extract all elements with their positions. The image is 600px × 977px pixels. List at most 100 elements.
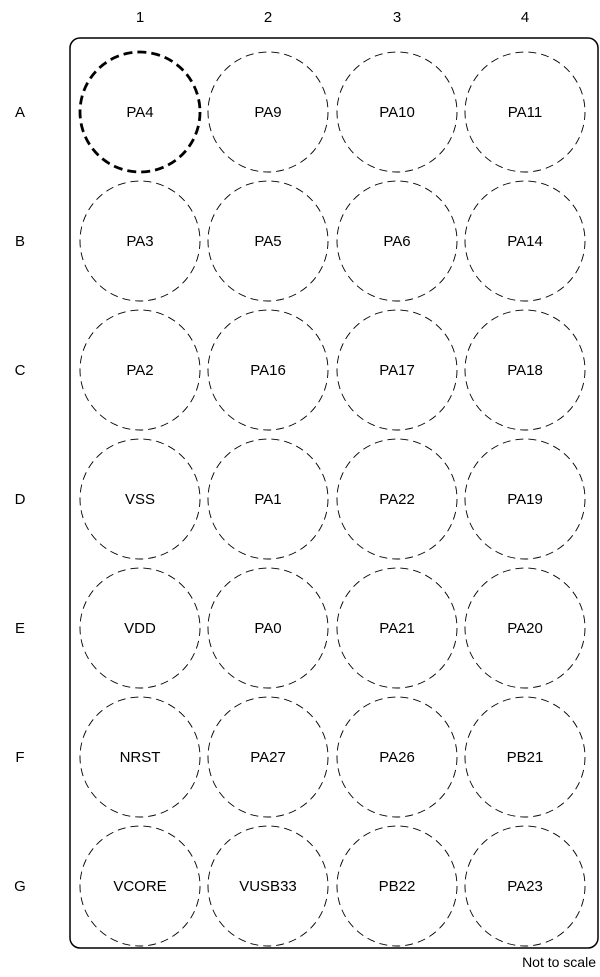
pad-name: PA14 — [507, 233, 543, 250]
ball-a2: PA9 — [207, 51, 329, 173]
pad-name: PA2 — [126, 362, 153, 379]
pad-name: NRST — [120, 749, 161, 766]
ball-outline — [79, 696, 201, 818]
pad-name: PA21 — [379, 620, 415, 637]
pad-name: VCORE — [113, 878, 166, 895]
pad-name: PA20 — [507, 620, 543, 637]
ball-outline — [207, 309, 329, 431]
ball-outline — [336, 51, 458, 173]
pad-name: PA18 — [507, 362, 543, 379]
ball-e1: VDD — [79, 567, 201, 689]
row-label-a: A — [15, 104, 25, 121]
ball-g3: PB22 — [336, 825, 458, 947]
ball-outline — [336, 180, 458, 302]
pad-name: PB22 — [379, 878, 416, 895]
ball-outline — [79, 825, 201, 947]
pad-name: VDD — [124, 620, 156, 637]
ball-a3: PA10 — [336, 51, 458, 173]
pad-name: PA3 — [126, 233, 153, 250]
ball-outline — [79, 438, 201, 560]
ball-f1: NRST — [79, 696, 201, 818]
ball-d4: PA19 — [464, 438, 586, 560]
pad-name: PA26 — [379, 749, 415, 766]
ball-outline — [336, 696, 458, 818]
row-label-e: E — [15, 620, 25, 637]
ball-outline — [79, 180, 201, 302]
ball-f3: PA26 — [336, 696, 458, 818]
row-label-b: B — [15, 233, 25, 250]
ball-outline — [207, 825, 329, 947]
ball-a1: PA4 — [78, 50, 202, 174]
ball-outline — [464, 438, 586, 560]
pad-name: PA0 — [254, 620, 281, 637]
ball-outline — [336, 567, 458, 689]
ball-outline — [336, 438, 458, 560]
ball-b4: PA14 — [464, 180, 586, 302]
ball-outline — [464, 696, 586, 818]
pad-name: PA9 — [254, 104, 281, 121]
pad-name: PA4 — [126, 104, 153, 121]
ball-outline — [464, 180, 586, 302]
ball-b2: PA5 — [207, 180, 329, 302]
pad-name: PA1 — [254, 491, 281, 508]
ball-d2: PA1 — [207, 438, 329, 560]
ball-g2: VUSB33 — [207, 825, 329, 947]
ball-e3: PA21 — [336, 567, 458, 689]
pad-name: PA5 — [254, 233, 281, 250]
column-label-1: 1 — [136, 9, 144, 26]
ball-g4: PA23 — [464, 825, 586, 947]
pad-name: PA22 — [379, 491, 415, 508]
column-labels: 1 2 3 4 — [136, 9, 529, 26]
pad-grid: PA4 PA9 PA10 PA11 PA3 PA5 PA6 PA14 PA2 PA16 PA17 PA… — [78, 50, 586, 947]
ball-outline — [207, 180, 329, 302]
ball-outline — [79, 309, 201, 431]
pad-name: PB21 — [507, 749, 544, 766]
column-label-2: 2 — [264, 9, 272, 26]
ball-d1: VSS — [79, 438, 201, 560]
ball-b3: PA6 — [336, 180, 458, 302]
ball-outline — [207, 438, 329, 560]
ball-f2: PA27 — [207, 696, 329, 818]
pad-name: VUSB33 — [239, 878, 297, 895]
ball-a4: PA11 — [464, 51, 586, 173]
ball-outline — [464, 825, 586, 947]
pad-name: PA19 — [507, 491, 543, 508]
scale-note: Not to scale — [522, 954, 596, 970]
pad-name: PA23 — [507, 878, 543, 895]
pad-name: PA11 — [508, 104, 542, 121]
column-label-3: 3 — [393, 9, 401, 26]
pad-name: PA6 — [383, 233, 410, 250]
ball-outline — [207, 51, 329, 173]
ball-outline — [464, 567, 586, 689]
ball-outline — [207, 696, 329, 818]
ball-outline — [464, 51, 586, 173]
ball-outline — [336, 825, 458, 947]
ball-outline — [336, 309, 458, 431]
row-label-c: C — [15, 362, 26, 379]
row-label-f: F — [15, 749, 24, 766]
ball-b1: PA3 — [79, 180, 201, 302]
pad-name: PA10 — [379, 104, 415, 121]
ball-c3: PA17 — [336, 309, 458, 431]
ball-e2: PA0 — [207, 567, 329, 689]
ball-c2: PA16 — [207, 309, 329, 431]
pad-name: PA27 — [250, 749, 286, 766]
ball-e4: PA20 — [464, 567, 586, 689]
pad-name: PA16 — [250, 362, 286, 379]
package-outline — [69, 37, 599, 949]
row-labels: A B C D E F G — [14, 104, 26, 895]
ball-c1: PA2 — [79, 309, 201, 431]
row-label-d: D — [15, 491, 26, 508]
ball-outline — [464, 309, 586, 431]
pad-name: PA17 — [379, 362, 415, 379]
ball-f4: PB21 — [464, 696, 586, 818]
ball-g1: VCORE — [79, 825, 201, 947]
pin1-ball-outline — [78, 50, 202, 174]
ball-outline — [207, 567, 329, 689]
pad-name: VSS — [125, 491, 155, 508]
column-label-4: 4 — [521, 9, 529, 26]
ball-outline — [79, 567, 201, 689]
ball-c4: PA18 — [464, 309, 586, 431]
row-label-g: G — [14, 878, 26, 895]
